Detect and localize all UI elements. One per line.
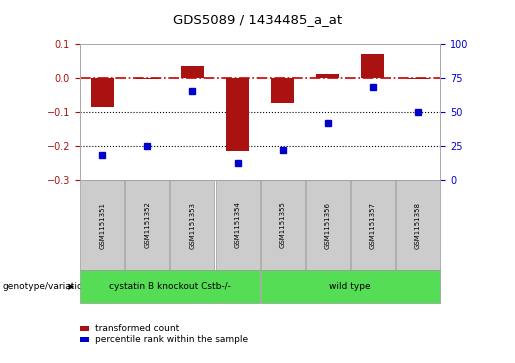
Text: genotype/variation: genotype/variation: [3, 282, 89, 291]
Text: GSM1151356: GSM1151356: [324, 201, 331, 249]
Text: GSM1151354: GSM1151354: [234, 201, 241, 249]
Text: GSM1151357: GSM1151357: [370, 201, 376, 249]
Text: transformed count: transformed count: [95, 324, 180, 333]
Text: GSM1151358: GSM1151358: [415, 201, 421, 249]
Text: cystatin B knockout Cstb-/-: cystatin B knockout Cstb-/-: [109, 282, 231, 291]
Bar: [406, 78, 429, 79]
Bar: [226, 78, 249, 151]
Text: GSM1151355: GSM1151355: [280, 201, 286, 249]
Text: GDS5089 / 1434485_a_at: GDS5089 / 1434485_a_at: [173, 13, 342, 26]
Bar: [91, 78, 114, 106]
Text: wild type: wild type: [330, 282, 371, 291]
Bar: [136, 78, 159, 79]
Text: GSM1151353: GSM1151353: [190, 201, 196, 249]
Text: GSM1151352: GSM1151352: [144, 201, 150, 249]
Bar: [362, 54, 384, 78]
Bar: [271, 78, 294, 103]
Bar: [181, 66, 204, 78]
Text: percentile rank within the sample: percentile rank within the sample: [95, 335, 248, 344]
Text: GSM1151351: GSM1151351: [99, 201, 106, 249]
Bar: [316, 74, 339, 78]
